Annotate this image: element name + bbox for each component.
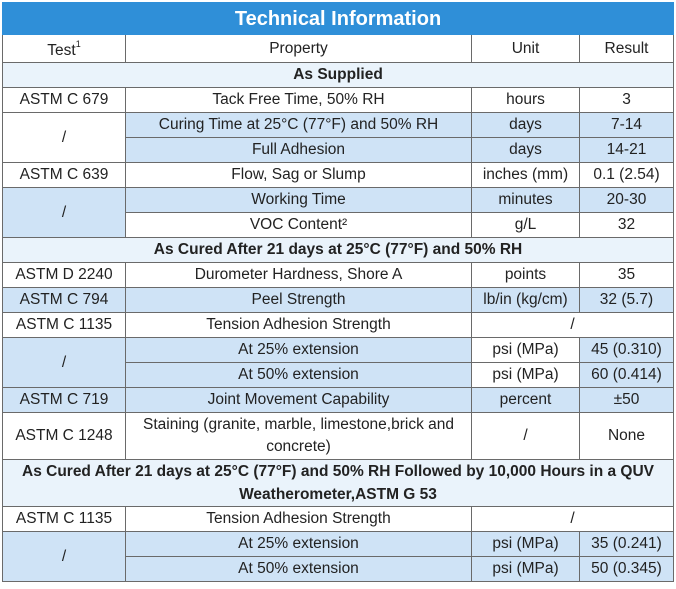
property-cell: Staining (granite, marble, limestone,bri… bbox=[125, 412, 472, 460]
property-cell: At 25% extension bbox=[125, 531, 472, 557]
property-cell: At 50% extension bbox=[125, 556, 472, 582]
table-row: ASTM C 1135 Tension Adhesion Strength / bbox=[2, 506, 675, 532]
unit-cell: lb/in (kg/cm) bbox=[471, 287, 580, 313]
unit-cell: hours bbox=[471, 87, 580, 113]
result-cell: 35 bbox=[578, 262, 675, 288]
result-cell: 45 (0.310) bbox=[578, 337, 675, 363]
table-row: At 50% extension psi (MPa) 50 (0.345) bbox=[3, 556, 675, 582]
result-cell: 7-14 bbox=[578, 112, 675, 138]
test-cell: ASTM C 1135 bbox=[2, 312, 126, 338]
result-cell: 3 bbox=[578, 87, 675, 113]
unit-cell: minutes bbox=[471, 187, 580, 213]
footnote-marker: 1 bbox=[75, 38, 81, 49]
unit-cell: percent bbox=[471, 387, 580, 413]
header-test: Test1 bbox=[2, 34, 126, 63]
unit-cell: points bbox=[471, 262, 580, 288]
test-cell: ASTM C 679 bbox=[2, 87, 126, 113]
table-row: ASTM C 1135 Tension Adhesion Strength / bbox=[2, 312, 675, 338]
header-property: Property bbox=[125, 34, 472, 63]
header-result: Result bbox=[578, 34, 675, 63]
result-cell: 32 (5.7) bbox=[578, 287, 675, 313]
table-row: VOC Content² g/L 32 bbox=[3, 212, 675, 238]
table-row: ASTM D 2240 Durometer Hardness, Shore A … bbox=[2, 262, 675, 288]
property-cell: Joint Movement Capability bbox=[125, 387, 472, 413]
test-cell: ASTM C 719 bbox=[2, 387, 126, 413]
property-cell: Peel Strength bbox=[125, 287, 472, 313]
test-cell: ASTM C 1135 bbox=[2, 506, 126, 532]
header-row: Test1 Property Unit Result bbox=[2, 34, 675, 63]
unit-cell: psi (MPa) bbox=[471, 556, 580, 582]
result-cell: 35 (0.241) bbox=[578, 531, 675, 557]
table-row: ASTM C 794 Peel Strength lb/in (kg/cm) 3… bbox=[2, 287, 675, 313]
property-cell: Tension Adhesion Strength bbox=[125, 312, 472, 338]
unit-cell: / bbox=[471, 412, 580, 460]
unit-cell: g/L bbox=[471, 212, 580, 238]
table-row: At 50% extension psi (MPa) 60 (0.414) bbox=[3, 362, 675, 388]
property-cell: At 50% extension bbox=[125, 362, 472, 388]
table-row: ASTM C 1248 Staining (granite, marble, l… bbox=[2, 412, 675, 460]
result-cell: 14-21 bbox=[578, 137, 675, 163]
test-cell: ASTM C 794 bbox=[2, 287, 126, 313]
test-cell: / bbox=[2, 337, 126, 388]
table-row: / Working Time minutes 20-30 bbox=[2, 187, 675, 238]
section-title: As Cured After 21 days at 25°C (77°F) an… bbox=[1, 237, 675, 263]
property-cell: Tension Adhesion Strength bbox=[125, 506, 472, 532]
unit-cell: psi (MPa) bbox=[471, 337, 580, 363]
property-cell: Tack Free Time, 50% RH bbox=[125, 87, 472, 113]
section-heading: As Supplied bbox=[1, 62, 675, 88]
property-cell: At 25% extension bbox=[125, 337, 472, 363]
property-cell: VOC Content² bbox=[125, 212, 472, 238]
property-cell: Curing Time at 25°C (77°F) and 50% RH bbox=[125, 112, 472, 138]
result-cell: 50 (0.345) bbox=[578, 556, 675, 582]
test-cell: ASTM D 2240 bbox=[2, 262, 126, 288]
title-row: Technical Information bbox=[1, 2, 675, 35]
unit-cell: days bbox=[471, 137, 580, 163]
test-cell: ASTM C 1248 bbox=[2, 412, 126, 460]
unit-cell: psi (MPa) bbox=[471, 362, 580, 388]
result-cell: ±50 bbox=[578, 387, 675, 413]
table-row: ASTM C 679 Tack Free Time, 50% RH hours … bbox=[2, 87, 675, 113]
table-row: Full Adhesion days 14-21 bbox=[3, 137, 675, 163]
section-heading: As Cured After 21 days at 25°C (77°F) an… bbox=[1, 459, 675, 507]
result-cell: 32 bbox=[578, 212, 675, 238]
property-cell: Flow, Sag or Slump bbox=[125, 162, 472, 188]
test-cell: / bbox=[2, 531, 126, 582]
section-title: As Cured After 21 days at 25°C (77°F) an… bbox=[1, 459, 675, 507]
table-row: / At 25% extension psi (MPa) 45 (0.310) bbox=[2, 337, 675, 388]
property-cell: Working Time bbox=[125, 187, 472, 213]
table-row: ASTM C 719 Joint Movement Capability per… bbox=[2, 387, 675, 413]
result-cell: 60 (0.414) bbox=[578, 362, 675, 388]
result-cell: 0.1 (2.54) bbox=[578, 162, 675, 188]
property-cell: Durometer Hardness, Shore A bbox=[125, 262, 472, 288]
header-unit: Unit bbox=[471, 34, 580, 63]
section-title: As Supplied bbox=[1, 62, 675, 88]
property-cell: Full Adhesion bbox=[125, 137, 472, 163]
table-row: ASTM C 639 Flow, Sag or Slump inches (mm… bbox=[2, 162, 675, 188]
test-cell: ASTM C 639 bbox=[2, 162, 126, 188]
test-cell: / bbox=[2, 112, 126, 163]
section-heading: As Cured After 21 days at 25°C (77°F) an… bbox=[1, 237, 675, 263]
test-cell: / bbox=[2, 187, 126, 238]
unit-cell: inches (mm) bbox=[471, 162, 580, 188]
table-row: / At 25% extension psi (MPa) 35 (0.241) bbox=[2, 531, 675, 582]
unit-cell: / bbox=[470, 506, 675, 532]
table-title: Technical Information bbox=[1, 2, 675, 35]
result-cell: 20-30 bbox=[578, 187, 675, 213]
unit-cell: / bbox=[470, 312, 675, 338]
unit-cell: days bbox=[471, 112, 580, 138]
table-row: / Curing Time at 25°C (77°F) and 50% RH … bbox=[2, 112, 675, 163]
unit-cell: psi (MPa) bbox=[471, 531, 580, 557]
result-cell: None bbox=[578, 412, 675, 460]
